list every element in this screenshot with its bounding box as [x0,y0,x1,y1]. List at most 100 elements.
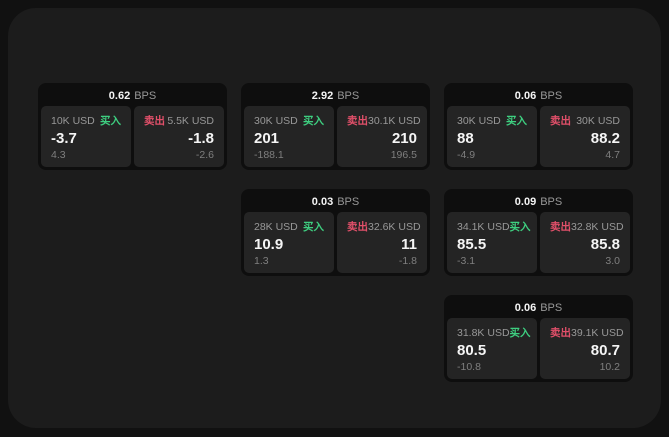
quote-card: 0.06 BPS 30K USD 买入 88 -4.9 卖出 30K USD 8… [444,83,633,170]
sell-tile[interactable]: 卖出 32.8K USD 85.8 3.0 [540,212,630,273]
buy-delta: -10.8 [457,361,481,373]
buy-delta: -188.1 [254,149,284,161]
sell-label[interactable]: 卖出 [550,327,571,339]
sell-amount: 30.1K USD [368,114,421,127]
sell-tile-header: 卖出 30K USD [550,113,620,128]
buy-price: 10.9 [254,236,284,253]
buy-amount: 34.1K USD [457,220,510,233]
bps-unit-label: BPS [540,196,563,208]
bps-unit-label: BPS [337,196,360,208]
bps-value: 0.62 [108,90,131,102]
buy-label[interactable]: 买入 [509,327,531,339]
card-header: 2.92 BPS [244,86,427,106]
buy-tile-header: 28K USD 买入 [254,219,324,234]
card-header: 0.03 BPS [244,192,427,212]
bps-value: 0.06 [514,90,537,102]
sell-price: 85.8 [590,236,620,253]
buy-label[interactable]: 买入 [303,115,324,127]
bps-value: 2.92 [311,90,334,102]
sell-tile-header: 卖出 39.1K USD [550,325,624,340]
buy-price: 88 [457,130,474,147]
buy-label[interactable]: 买入 [100,115,121,127]
card-body: 10K USD 买入 -3.7 4.3 卖出 5.5K USD -1.8 -2.… [41,106,224,167]
buy-label[interactable]: 买入 [303,221,324,233]
sell-price: 210 [391,130,417,147]
buy-delta: -3.1 [457,255,476,267]
quote-card: 0.09 BPS 34.1K USD 买入 85.5 -3.1 卖出 32.8K… [444,189,633,276]
sell-label[interactable]: 卖出 [144,115,165,127]
sell-amount: 32.6K USD [368,220,421,233]
bps-unit-label: BPS [540,302,563,314]
buy-label[interactable]: 买入 [506,115,527,127]
buy-delta: -4.9 [457,149,476,161]
buy-delta: 4.3 [51,149,66,161]
buy-amount: 31.8K USD [457,326,510,339]
sell-tile-header: 卖出 5.5K USD [144,113,214,128]
sell-label[interactable]: 卖出 [550,221,571,233]
bps-value: 0.03 [311,196,334,208]
sell-price: -1.8 [188,130,214,147]
buy-tile[interactable]: 34.1K USD 买入 85.5 -3.1 [447,212,537,273]
buy-price: -3.7 [51,130,77,147]
buy-delta: 1.3 [254,255,269,267]
sell-delta: 3.0 [605,255,620,267]
card-body: 30K USD 买入 88 -4.9 卖出 30K USD 88.2 4.7 [447,106,630,167]
sell-label[interactable]: 卖出 [550,115,571,127]
buy-amount: 30K USD [254,114,298,127]
quote-card: 0.62 BPS 10K USD 买入 -3.7 4.3 卖出 5.5K USD… [38,83,227,170]
buy-tile-header: 30K USD 买入 [457,113,527,128]
buy-tile[interactable]: 30K USD 买入 88 -4.9 [447,106,537,167]
card-body: 30K USD 买入 201 -188.1 卖出 30.1K USD 210 1… [244,106,427,167]
sell-delta: 4.7 [605,149,620,161]
card-header: 0.06 BPS [447,86,630,106]
sell-tile[interactable]: 卖出 39.1K USD 80.7 10.2 [540,318,630,379]
sell-amount: 39.1K USD [571,326,624,339]
buy-price: 85.5 [457,236,487,253]
sell-delta: 196.5 [390,149,417,161]
buy-amount: 10K USD [51,114,95,127]
sell-price: 80.7 [590,342,620,359]
buy-tile-header: 31.8K USD 买入 [457,325,531,340]
buy-label[interactable]: 买入 [509,221,531,233]
buy-tile[interactable]: 30K USD 买入 201 -188.1 [244,106,334,167]
buy-tile-header: 10K USD 买入 [51,113,121,128]
card-body: 28K USD 买入 10.9 1.3 卖出 32.6K USD 11 -1.8 [244,212,427,273]
buy-tile[interactable]: 28K USD 买入 10.9 1.3 [244,212,334,273]
sell-label[interactable]: 卖出 [347,221,368,233]
bps-value: 0.06 [514,302,537,314]
bps-unit-label: BPS [134,90,157,102]
cards-grid: 0.62 BPS 10K USD 买入 -3.7 4.3 卖出 5.5K USD… [38,83,633,382]
sell-tile[interactable]: 卖出 5.5K USD -1.8 -2.6 [134,106,224,167]
buy-tile[interactable]: 31.8K USD 买入 80.5 -10.8 [447,318,537,379]
sell-tile[interactable]: 卖出 32.6K USD 11 -1.8 [337,212,427,273]
card-header: 0.09 BPS [447,192,630,212]
buy-amount: 30K USD [457,114,501,127]
sell-tile-header: 卖出 32.8K USD [550,219,624,234]
bps-unit-label: BPS [337,90,360,102]
buy-tile-header: 30K USD 买入 [254,113,324,128]
card-header: 0.06 BPS [447,298,630,318]
sell-tile-header: 卖出 30.1K USD [347,113,421,128]
card-body: 34.1K USD 买入 85.5 -3.1 卖出 32.8K USD 85.8… [447,212,630,273]
quote-card: 0.03 BPS 28K USD 买入 10.9 1.3 卖出 32.6K US… [241,189,430,276]
sell-delta: -2.6 [195,149,214,161]
bps-unit-label: BPS [540,90,563,102]
buy-tile[interactable]: 10K USD 买入 -3.7 4.3 [41,106,131,167]
sell-tile[interactable]: 卖出 30K USD 88.2 4.7 [540,106,630,167]
sell-delta: 10.2 [599,361,620,373]
sell-amount: 30K USD [576,114,620,127]
buy-tile-header: 34.1K USD 买入 [457,219,531,234]
sell-delta: -1.8 [398,255,417,267]
card-body: 31.8K USD 买入 80.5 -10.8 卖出 39.1K USD 80.… [447,318,630,379]
sell-label[interactable]: 卖出 [347,115,368,127]
quote-card: 2.92 BPS 30K USD 买入 201 -188.1 卖出 30.1K … [241,83,430,170]
buy-price: 201 [254,130,280,147]
sell-tile[interactable]: 卖出 30.1K USD 210 196.5 [337,106,427,167]
quotes-panel: 0.62 BPS 10K USD 买入 -3.7 4.3 卖出 5.5K USD… [8,8,661,428]
sell-amount: 32.8K USD [571,220,624,233]
quote-card: 0.06 BPS 31.8K USD 买入 80.5 -10.8 卖出 39.1… [444,295,633,382]
card-header: 0.62 BPS [41,86,224,106]
sell-tile-header: 卖出 32.6K USD [347,219,421,234]
sell-amount: 5.5K USD [167,114,214,127]
